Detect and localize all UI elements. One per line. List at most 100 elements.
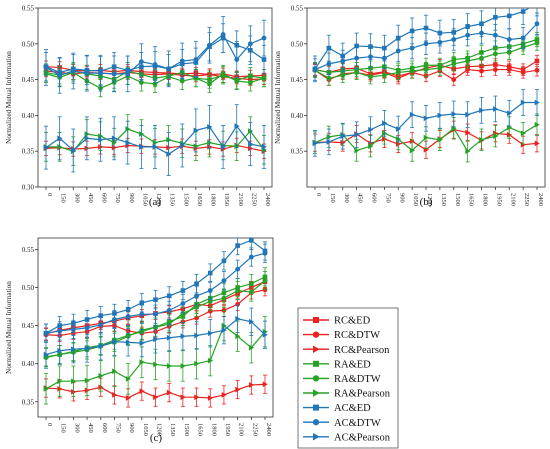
data-point: [534, 58, 540, 64]
data-point: [248, 141, 254, 147]
legend-marker: [312, 375, 320, 382]
data-point: [180, 301, 186, 306]
data-point: [57, 72, 63, 78]
data-point: [506, 67, 512, 72]
data-point: [506, 37, 512, 42]
legend-label: RA&Pearson: [334, 389, 391, 400]
data-point: [112, 317, 117, 322]
data-point: [98, 136, 104, 143]
x-tick-label: 1500: [182, 193, 189, 206]
data-point: [152, 62, 158, 67]
x-tick-label: 2250: [250, 193, 257, 206]
data-point: [465, 111, 471, 118]
y-tick-label: 0.40: [22, 112, 35, 120]
data-point: [423, 115, 429, 122]
data-point: [368, 143, 374, 150]
data-point: [180, 394, 186, 401]
data-point: [139, 359, 145, 366]
data-point: [479, 55, 484, 61]
data-point: [235, 386, 241, 393]
data-point: [368, 74, 373, 80]
data-point: [534, 21, 540, 27]
x-tick-label: 2250: [251, 423, 258, 436]
data-point: [465, 129, 471, 136]
x-tick-label: 750: [384, 193, 391, 203]
x-tick-label: 1650: [196, 193, 203, 206]
data-point: [437, 112, 443, 119]
plot-area: [43, 238, 268, 408]
series-ra-dtw: [312, 35, 540, 86]
data-point: [98, 372, 104, 379]
data-point: [451, 37, 457, 42]
data-point: [166, 293, 172, 299]
x-tick-label: 1950: [495, 193, 502, 206]
data-point: [248, 254, 254, 260]
y-tick-label: 0.55: [22, 5, 35, 13]
y-tick-label: 0.50: [291, 40, 304, 48]
data-point: [70, 326, 76, 332]
data-point: [57, 328, 63, 334]
data-point: [520, 130, 526, 137]
data-point: [261, 144, 267, 150]
data-point: [194, 281, 199, 287]
x-tick-label: 450: [87, 193, 94, 203]
data-point: [493, 15, 498, 20]
x-tick-label: 600: [371, 193, 378, 203]
legend-item-rc-ed: RC&ED: [303, 316, 371, 327]
x-tick-label: 1350: [440, 193, 447, 206]
data-point: [112, 338, 118, 345]
data-point: [340, 72, 346, 78]
data-point: [534, 67, 540, 73]
data-point: [180, 333, 186, 340]
data-point: [247, 80, 253, 85]
data-point: [84, 135, 90, 142]
series-ac-dtw: [312, 12, 540, 81]
data-point: [194, 332, 200, 339]
data-point: [57, 347, 63, 354]
data-point: [194, 360, 200, 367]
plot-area: [312, 8, 540, 163]
data-point: [57, 135, 63, 142]
legend-marker: [313, 404, 319, 411]
x-tick-label: 900: [398, 193, 405, 203]
x-tick-label: 1650: [197, 423, 204, 436]
data-point: [179, 58, 185, 64]
x-tick-label: 1950: [224, 423, 231, 436]
data-point: [153, 336, 159, 343]
x-tick-label: 1800: [482, 193, 489, 206]
data-point: [235, 333, 241, 340]
data-point: [138, 59, 144, 65]
data-point: [112, 392, 118, 398]
data-point: [180, 310, 186, 316]
data-point: [235, 288, 241, 293]
data-point: [395, 126, 402, 132]
panel-b-chart: 0.35 0.40 0.45 0.50 0.55 0 150 300 450 600 750 900 1…: [274, 5, 546, 208]
data-point: [465, 58, 471, 64]
data-point: [520, 9, 526, 14]
x-tick-label: 1950: [223, 193, 230, 206]
series-ac-dtw: [43, 243, 268, 343]
data-point: [220, 71, 226, 77]
data-point: [166, 151, 172, 157]
x-tick-label: 1200: [156, 423, 163, 436]
data-point: [354, 70, 360, 75]
x-tick-label: 450: [87, 423, 94, 433]
data-point: [152, 144, 158, 150]
data-point: [125, 395, 131, 401]
data-point: [98, 70, 103, 76]
data-point: [261, 75, 267, 81]
data-point: [179, 142, 186, 149]
data-point: [534, 40, 540, 46]
legend-item-ac-dtw: AC&DTW: [303, 418, 381, 429]
x-tick-label: 1050: [141, 193, 148, 206]
y-tick-label: 0.40: [291, 112, 304, 120]
data-point: [125, 339, 131, 346]
data-point: [409, 28, 415, 34]
data-point: [340, 133, 346, 140]
legend-marker: [312, 331, 320, 338]
data-point: [326, 75, 332, 81]
data-point: [423, 134, 429, 141]
data-point: [520, 99, 526, 106]
data-point: [381, 72, 387, 78]
data-point: [249, 344, 255, 351]
